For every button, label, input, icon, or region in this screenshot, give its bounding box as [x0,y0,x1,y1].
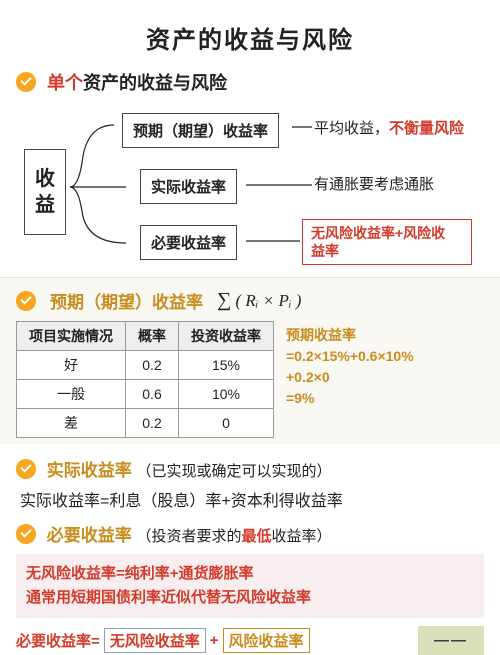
check-icon [16,459,36,479]
table-row: 差0.20 [17,409,274,438]
required-return-box: 必要收益率 [140,225,237,260]
risk-premium-term-box: 风险收益率 [223,628,310,653]
check-icon [16,291,36,311]
return-brace-diagram: 收益 预期（期望）收益率 平均收益，不衡量风险 实际收益率 有通胀要考虑通胀 必… [24,103,484,273]
actual-return-section: 实际收益率 （已实现或确定可以实现的） 实际收益率=利息（股息）率+资本利得收益… [16,456,484,511]
brace-root-label: 收益 [24,149,66,235]
expected-return-heading: 预期（期望）收益率 [50,288,203,313]
check-icon [16,524,36,544]
risk-free-term-box: 无风险收益率 [104,628,206,653]
probability-table: 项目实施情况 概率 投资收益率 好0.215% 一般0.610% 差0.20 [16,321,274,438]
required-return-heading: 必要收益率 [47,526,132,545]
required-return-formula-box: 无风险收益率+风险收益率 [302,219,472,265]
page-title: 资产的收益与风险 [16,20,484,55]
required-return-section: 必要收益率 （投资者要求的最低收益率） 无风险收益率=纯利率+通货膨胀率 通常用… [16,521,484,655]
actual-return-heading: 实际收益率 [47,461,132,480]
expected-return-box: 预期（期望）收益率 [122,113,279,148]
table-row: 好0.215% [17,351,274,380]
actual-return-equation: 实际收益率=利息（股息）率+资本利得收益率 [20,487,484,511]
actual-return-note: 有通胀要考虑通胀 [314,173,434,194]
expected-return-section: 预期（期望）收益率 ∑ ( Rᵢ × Pᵢ ) 项目实施情况 概率 投资收益率 … [0,277,500,444]
dash-pill: —— [418,626,484,655]
section1-heading: 单个资产的收益与风险 [16,69,484,95]
actual-return-note: （已实现或确定可以实现的） [136,463,331,480]
col-scenario: 项目实施情况 [17,322,126,351]
expected-return-calculation: 预期收益率 =0.2×15%+0.6×10% +0.2×0 =9% [286,325,414,409]
table-row: 一般0.610% [17,380,274,409]
col-probability: 概率 [126,322,179,351]
required-return-note: （投资者要求的最低收益率） [136,528,331,545]
risk-free-rate-box: 无风险收益率=纯利率+通货膨胀率 通常用短期国债利率近似代替无风险收益率 [16,554,484,618]
check-icon [16,72,36,92]
required-return-equation: 必要收益率= 无风险收益率 + 风险收益率 —— [16,626,484,655]
expected-return-note: 平均收益，不衡量风险 [314,117,464,138]
actual-return-box: 实际收益率 [140,169,237,204]
col-return: 投资收益率 [179,322,274,351]
expected-return-formula: ∑ ( Rᵢ × Pᵢ ) [217,289,301,312]
